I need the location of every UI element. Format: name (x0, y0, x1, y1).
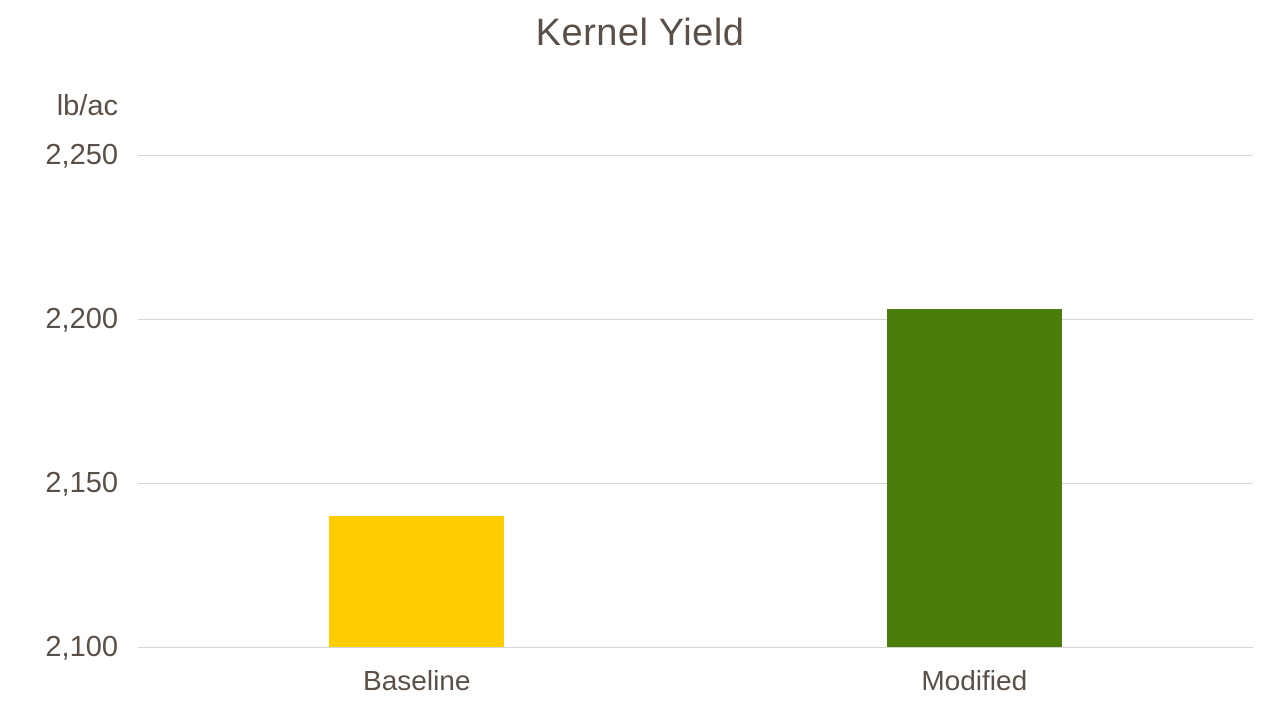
gridline (138, 155, 1253, 156)
gridline (138, 483, 1253, 484)
y-axis-unit-label: lb/ac (56, 90, 118, 122)
y-tick-label: 2,100 (45, 631, 118, 663)
bar-modified (886, 309, 1062, 647)
x-axis-label-baseline: Baseline (363, 665, 471, 696)
bar-baseline (329, 515, 505, 647)
y-tick-label: 2,150 (45, 467, 118, 499)
plot-area (138, 155, 1253, 648)
x-axis-labels: Baseline Modified (138, 665, 1253, 705)
x-axis-label-modified: Modified (921, 665, 1028, 696)
chart-title: Kernel Yield (535, 12, 745, 54)
gridline (138, 319, 1253, 320)
y-tick-label: 2,200 (45, 303, 118, 335)
gridline (138, 647, 1253, 648)
y-tick-label: 2,250 (45, 139, 118, 171)
